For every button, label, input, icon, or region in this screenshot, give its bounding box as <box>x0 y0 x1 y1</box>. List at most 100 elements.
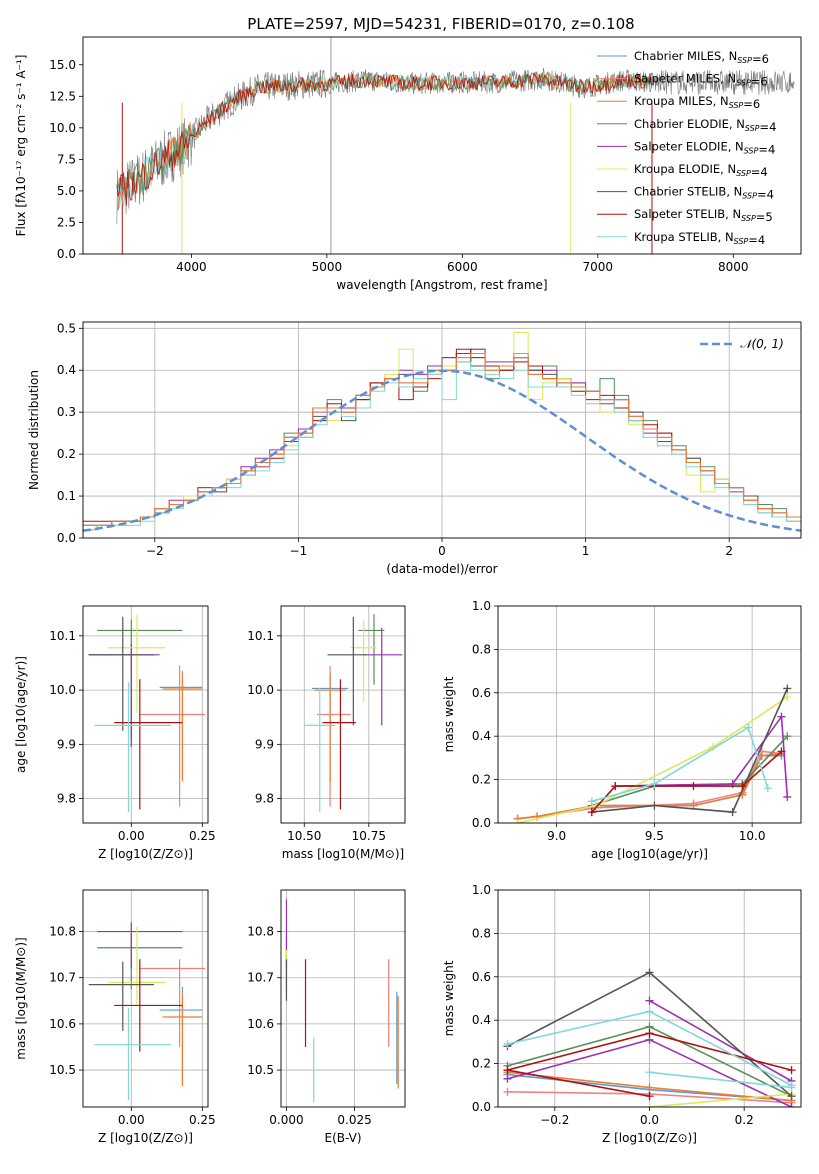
x-axis-label: age [log10(age/yr)] <box>591 847 708 861</box>
y-tick-label: 5.0 <box>57 184 76 198</box>
data-point <box>322 679 356 810</box>
data-point <box>358 614 385 685</box>
y-tick-label: 10.0 <box>247 683 274 697</box>
data-point <box>317 665 351 807</box>
legend-label: Chabrier STELIB, NSSP=4 <box>634 185 774 202</box>
x-tick-label: 0.00 <box>118 829 145 843</box>
y-tick-label: 0.2 <box>472 773 491 787</box>
y-tick-label: 10.0 <box>49 683 76 697</box>
y-tick-label: 0.8 <box>472 926 491 940</box>
plus-marker <box>645 1029 654 1038</box>
x-tick-label: 10.0 <box>739 829 766 843</box>
histogram-step <box>83 352 801 538</box>
axes-age_vs_mass: 10.50 10.75 9.8 9.9 10.0 10.1 mass [log10(M/M⊙… <box>247 605 406 861</box>
x-tick-label: −1 <box>290 544 308 558</box>
data-point <box>114 959 183 1052</box>
plus-marker <box>645 1103 654 1107</box>
y-tick-label: 9.9 <box>255 737 274 751</box>
legend-label: Salpeter STELIB, NSSP=5 <box>634 207 773 224</box>
x-tick-label: 0.025 <box>337 1113 371 1127</box>
x-tick-label: 5000 <box>312 260 343 274</box>
plus-marker <box>503 1087 512 1096</box>
legend-label: Chabrier MILES, NSSP=6 <box>634 49 769 66</box>
data-point <box>162 993 203 1087</box>
mass-weight-line <box>649 1093 792 1107</box>
y-axis-label: mass [log10(M/M⊙)] <box>14 937 28 1059</box>
y-tick-label: 0.0 <box>472 1100 491 1114</box>
axes-mass_weight_vs_age: 9.0 9.5 10.0 0.0 0.2 0.4 0.6 0.8 1.0 age [log10(a… <box>442 599 802 861</box>
plot-area-mass_weight_vs_age <box>513 684 792 823</box>
y-tick-label: 7.5 <box>57 152 76 166</box>
x-tick-label: 1 <box>582 544 590 558</box>
axes-frame <box>82 36 802 255</box>
plot-area-mass_vs_Z <box>88 922 206 1101</box>
y-tick-label: 9.8 <box>57 792 76 806</box>
y-tick-label: 10.5 <box>247 1063 274 1077</box>
legend-label: Kroupa MILES, NSSP=6 <box>634 94 760 111</box>
y-tick-label: 0.5 <box>57 321 76 335</box>
y-tick-label: 0.4 <box>57 363 76 377</box>
y-tick-label: 2.5 <box>57 215 76 229</box>
y-tick-label: 10.6 <box>49 1017 76 1031</box>
y-tick-label: 10.8 <box>49 925 76 939</box>
data-point <box>114 679 183 810</box>
plus-marker <box>587 808 596 817</box>
y-tick-label: 10.1 <box>49 629 76 643</box>
x-tick-label: 0.00 <box>118 1113 145 1127</box>
x-tick-label: −2 <box>146 544 164 558</box>
figure-title: PLATE=2597, MJD=54231, FIBERID=0170, z=0… <box>247 15 634 33</box>
x-tick-label: 8000 <box>718 260 749 274</box>
x-axis-label: wavelength [Angstrom, rest frame] <box>336 278 547 292</box>
plus-marker <box>611 782 620 791</box>
x-tick-label: 9.0 <box>547 829 566 843</box>
plot-area-residuals <box>83 331 801 538</box>
x-axis-label: Z [log10(Z/Z⊙)] <box>98 1131 193 1145</box>
x-tick-label: 0.25 <box>189 829 216 843</box>
mass-weight-line <box>649 1000 792 1082</box>
y-tick-label: 0.6 <box>472 970 491 984</box>
plus-marker <box>787 1066 796 1075</box>
plot-area-age_vs_Z <box>88 615 206 813</box>
x-tick-label: 4000 <box>176 260 207 274</box>
plus-marker <box>787 1103 796 1107</box>
plus-marker <box>645 1083 654 1092</box>
y-tick-label: 10.6 <box>247 1017 274 1031</box>
y-axis-label: mass weight <box>442 676 456 752</box>
y-tick-label: 0.8 <box>472 642 491 656</box>
data-point <box>97 922 183 969</box>
mass-weight-line <box>615 714 789 798</box>
axes-frame <box>280 605 406 824</box>
mass-weight-line <box>591 688 789 813</box>
data-point <box>304 687 336 813</box>
plus-marker <box>513 819 522 823</box>
data-point <box>162 672 203 782</box>
mass-weight-line <box>507 1069 650 1097</box>
axes-mass_weight_vs_Z: −0.2 0.0 0.2 0.0 0.2 0.4 0.6 0.8 1.0 Z [log10(Z/Z… <box>442 883 802 1145</box>
x-tick-label: 0.0 <box>640 1113 659 1127</box>
y-tick-label: 9.8 <box>255 792 274 806</box>
plus-marker <box>587 797 596 806</box>
x-tick-label: 0 <box>438 544 446 558</box>
y-tick-label: 0.0 <box>57 531 76 545</box>
legend-label: Chabrier ELODIE, NSSP=4 <box>634 117 776 134</box>
y-tick-label: 0.1 <box>57 489 76 503</box>
x-tick-label: 0.25 <box>189 1113 216 1127</box>
x-tick-label: 7000 <box>583 260 614 274</box>
data-point <box>327 616 367 726</box>
plus-marker <box>689 782 698 791</box>
plus-marker <box>757 751 766 760</box>
y-axis-label: Normed distribution <box>27 370 41 490</box>
y-tick-label: 15.0 <box>49 58 76 72</box>
x-axis-label: mass [log10(M/M⊙)] <box>282 847 404 861</box>
y-tick-label: 0.4 <box>472 729 491 743</box>
plus-marker <box>503 1074 512 1083</box>
data-point <box>88 616 155 731</box>
plus-marker <box>783 792 792 801</box>
mass-weight-line <box>517 696 788 823</box>
y-tick-label: 10.5 <box>49 1063 76 1077</box>
data-point <box>108 615 166 713</box>
x-tick-label: 0.000 <box>269 1113 303 1127</box>
x-axis-label: (data-model)/error <box>386 562 497 576</box>
y-tick-label: 10.1 <box>247 629 274 643</box>
x-axis-label: E(B-V) <box>324 1131 361 1145</box>
